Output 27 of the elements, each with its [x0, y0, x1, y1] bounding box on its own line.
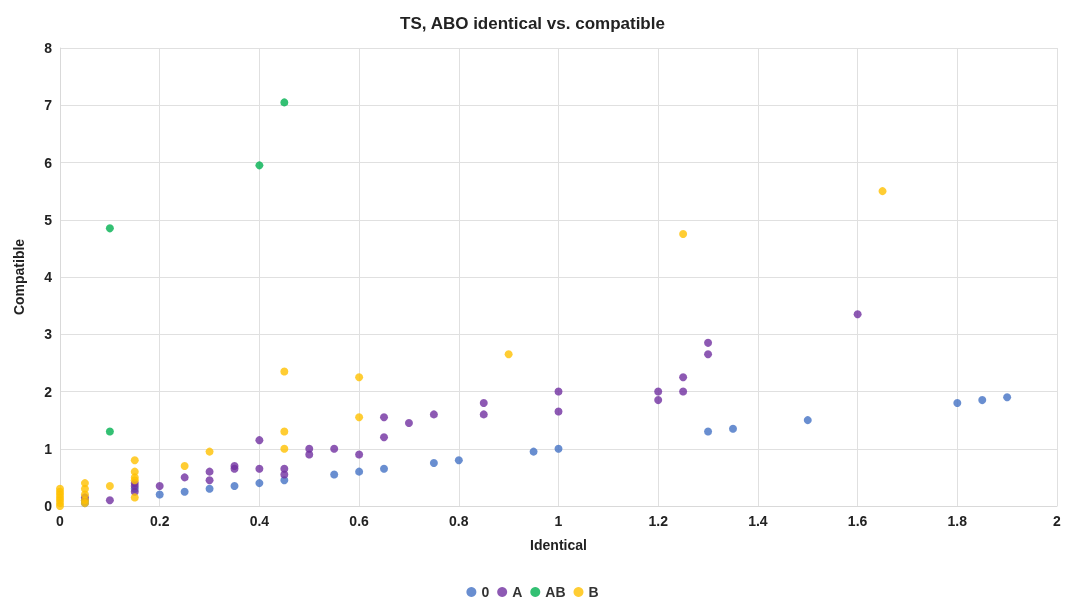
- y-tick-label: 3: [44, 326, 53, 343]
- legend-label: B: [588, 584, 599, 600]
- x-tick-label: 0: [56, 513, 65, 529]
- x-tick-label: 1.4: [748, 513, 768, 529]
- x-tick-label: 0.8: [449, 513, 469, 529]
- y-tick-label: 7: [44, 97, 53, 114]
- legend-label: 0: [481, 584, 490, 600]
- y-tick-label: 0: [44, 498, 53, 514]
- x-tick-label: 2: [1053, 513, 1062, 529]
- x-axis-title: Identical: [530, 537, 587, 553]
- chart-title: TS, ABO identical vs. compatible: [400, 14, 665, 33]
- y-tick-label: 2: [44, 383, 53, 400]
- y-tick-label: 8: [44, 40, 53, 56]
- x-tick-label: 1.2: [648, 513, 669, 529]
- x-tick-label: 1: [554, 513, 563, 529]
- y-tick-label: 6: [44, 154, 53, 171]
- legend-label: AB: [545, 584, 566, 600]
- y-tick-label: 4: [44, 269, 53, 285]
- x-tick-label: 0.2: [149, 513, 170, 529]
- legend-label: A: [512, 584, 523, 600]
- x-tick-label: 1.8: [947, 513, 968, 529]
- x-tick-label: 0.6: [349, 513, 370, 529]
- x-tick-label: 0.4: [249, 513, 270, 529]
- y-tick-label: 5: [44, 211, 53, 228]
- x-tick-label: 1.6: [847, 513, 868, 529]
- y-axis-title: Compatible: [11, 238, 27, 316]
- y-tick-label: 1: [44, 440, 53, 457]
